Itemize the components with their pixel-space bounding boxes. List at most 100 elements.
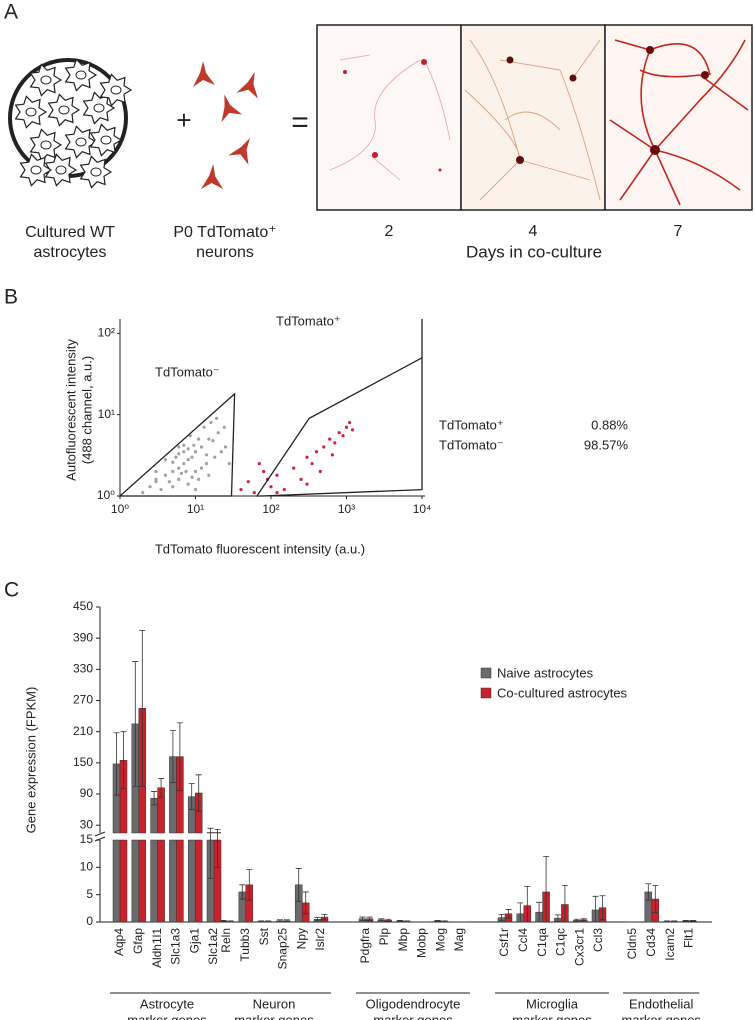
scatter-point — [197, 477, 201, 481]
error-bar — [188, 783, 195, 811]
scatter-point — [262, 469, 266, 474]
scatter-point — [192, 443, 196, 447]
x-tick-label: Cd34 — [644, 928, 658, 957]
y-axis-label: (488 channel, a.u.) — [79, 356, 94, 464]
scatter-point — [207, 437, 211, 441]
scatter-point — [299, 477, 303, 481]
nucleus — [25, 107, 37, 117]
scatter-point — [199, 466, 204, 470]
scatter-point — [154, 469, 158, 474]
scatter-point — [214, 416, 219, 420]
error-bar — [302, 891, 309, 915]
scatter-point — [159, 487, 163, 492]
scatter-point — [337, 431, 341, 435]
scatter-point — [246, 480, 250, 484]
x-tick-label: Icam2 — [663, 928, 677, 961]
error-bar — [378, 918, 385, 922]
x-tick-label: Mag — [452, 928, 466, 951]
group-label: marker genes — [127, 1012, 207, 1020]
x-tick-label: Ccl4 — [516, 928, 530, 952]
error-bar — [561, 884, 568, 923]
scatter-point — [182, 462, 186, 466]
x-tick-label: Plp — [377, 928, 391, 946]
neuron-icon — [193, 61, 215, 87]
error-bar — [321, 913, 328, 921]
error-bar — [246, 869, 253, 901]
nucleus — [110, 85, 122, 95]
bar — [150, 797, 158, 923]
scatter-point — [171, 460, 175, 464]
x-tick-label: Slc1a2 — [206, 928, 220, 965]
gate — [255, 356, 423, 497]
scatter-point — [257, 462, 261, 466]
scatter-point — [186, 458, 190, 462]
scatter-point — [275, 473, 279, 477]
scatter-point — [171, 485, 175, 489]
legend-label: Naive astrocytes — [497, 665, 594, 680]
x-tick-label: 10⁴ — [413, 502, 432, 516]
scatter-point — [199, 445, 204, 449]
caption: neurons — [196, 244, 254, 261]
x-tick-label: Reln — [219, 928, 233, 953]
scatter-point — [222, 425, 226, 429]
x-tick-label: 10² — [262, 502, 279, 516]
astrocyte-dish — [8, 58, 133, 189]
error-bar — [195, 774, 202, 812]
nucleus — [93, 103, 105, 113]
x-tick-label: Slc1a3 — [169, 928, 183, 965]
scatter-point — [211, 438, 215, 443]
legend-label: Co-cultured astrocytes — [497, 685, 628, 700]
legend-swatch — [480, 687, 492, 699]
y-tick-label: 10 — [80, 860, 94, 874]
neuron-icon — [200, 164, 224, 190]
scatter-point — [330, 453, 334, 457]
y-tick-label: 90 — [80, 786, 94, 800]
y-tick-label: 210 — [73, 724, 93, 738]
error-bar — [207, 827, 214, 879]
neuron-icon — [236, 71, 258, 99]
scatter-point — [171, 469, 175, 474]
nucleus — [40, 75, 52, 85]
scatter-point — [182, 450, 186, 454]
scatter-point — [190, 455, 194, 459]
x-tick-label: Mog — [433, 928, 447, 951]
scatter-point — [163, 473, 168, 477]
scatter-point — [350, 428, 355, 432]
cell-body — [701, 71, 709, 79]
nucleus — [90, 167, 102, 177]
x-tick-label: Mbp — [396, 928, 410, 952]
scatter-point — [223, 445, 228, 449]
day-label: 2 — [385, 223, 394, 240]
x-tick-label: Mobp — [415, 928, 429, 958]
bar — [644, 891, 653, 923]
scatter-point — [177, 466, 181, 470]
x-tick-label: C1qc — [554, 928, 568, 956]
scatter-point — [154, 477, 158, 481]
error-bar — [573, 918, 580, 922]
scatter-point — [216, 431, 220, 435]
micrograph-2 — [316, 24, 462, 211]
group-label: marker genes — [512, 1012, 592, 1020]
x-tick-label: Flt1 — [682, 928, 696, 948]
nucleus — [58, 105, 70, 115]
scatter-point — [213, 455, 217, 459]
panel-label: B — [4, 286, 18, 309]
stat-name: TdTomato⁻ — [439, 437, 504, 452]
bar — [157, 787, 165, 923]
neuron-icon — [228, 137, 250, 165]
error-bar — [592, 895, 599, 923]
nucleus — [40, 140, 52, 150]
scatter-point — [190, 475, 194, 479]
cell-body — [646, 46, 654, 54]
group-label: Neuron — [253, 996, 296, 1011]
error-bar — [120, 731, 127, 790]
error-bar — [139, 629, 146, 787]
error-bar — [543, 856, 550, 923]
error-bar — [385, 918, 392, 922]
scatter-point — [174, 455, 178, 459]
x-tick-label: 10⁰ — [111, 502, 129, 516]
scatter-point — [344, 425, 349, 429]
scatter-point — [202, 425, 206, 429]
x-tick-label: Islr2 — [313, 928, 327, 951]
